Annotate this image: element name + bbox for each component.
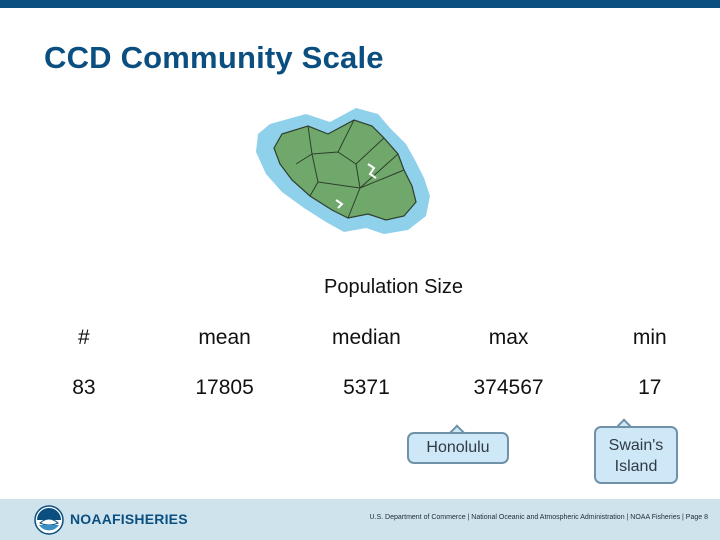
min-value: 17: [638, 376, 662, 399]
max-value: 374567: [473, 376, 544, 399]
table-row: 83 17805 5371 374567 17: [14, 356, 720, 420]
oahu-map-image: [256, 108, 430, 234]
mean-value: 17805: [195, 376, 254, 399]
brand-fisheries-text: FISHERIES: [112, 511, 188, 527]
count-value: 83: [72, 376, 96, 399]
median-value: 5371: [343, 376, 390, 399]
mean-header: mean: [198, 326, 251, 349]
count-header: #: [78, 326, 90, 349]
population-stats-table: # mean median max min 83 17805 5371 3745…: [14, 320, 720, 420]
max-callout: Honolulu: [407, 432, 509, 464]
noaa-logo-icon: [34, 505, 64, 535]
top-accent-bar: [0, 0, 720, 8]
brand-noaa-text: NOAA: [70, 511, 113, 527]
median-header: median: [331, 326, 401, 349]
min-header: min: [632, 326, 667, 349]
min-callout-label-line1: Swain's: [608, 437, 664, 454]
max-callout-label: Honolulu: [426, 439, 490, 456]
slide-title: CCD Community Scale: [44, 40, 384, 75]
min-callout: Swain's Island: [594, 426, 678, 484]
min-callout-label-line2: Island: [614, 458, 658, 475]
table-header-row: # mean median max min: [14, 320, 720, 356]
footer-band: [0, 499, 720, 540]
max-header: max: [488, 326, 529, 349]
noaa-fisheries-brand: NOAAFISHERIES: [70, 511, 188, 527]
population-size-header: Population Size: [324, 276, 463, 298]
footer-citation: U.S. Department of Commerce | National O…: [369, 514, 709, 521]
